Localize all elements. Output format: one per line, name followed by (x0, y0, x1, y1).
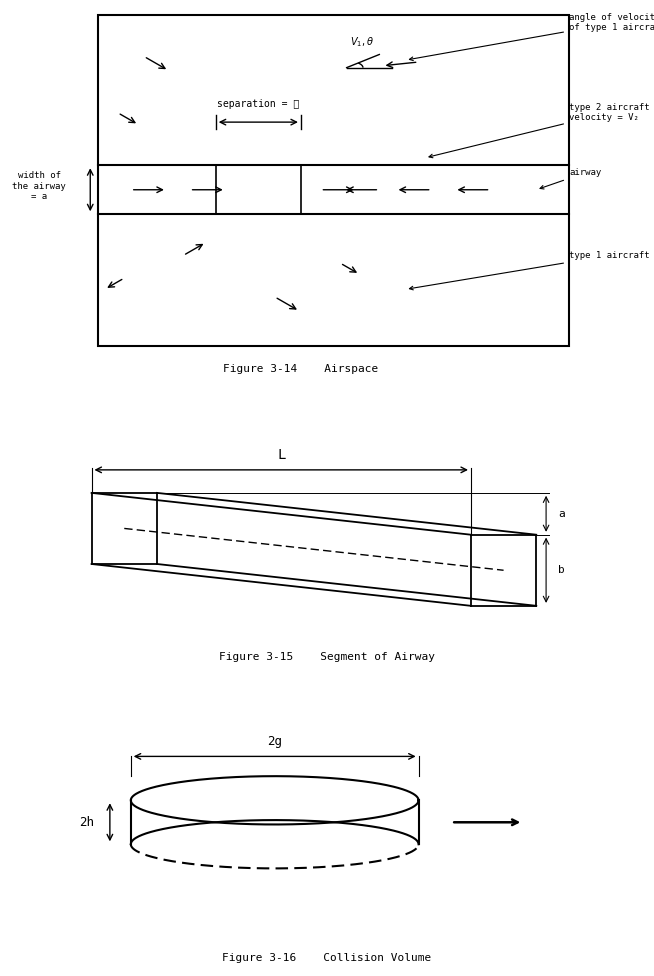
Text: Figure 3-14    Airspace: Figure 3-14 Airspace (223, 364, 379, 374)
Text: 2g: 2g (267, 735, 282, 748)
Text: type 2 aircraft
velocity = V₂: type 2 aircraft velocity = V₂ (429, 103, 649, 158)
Text: a: a (558, 508, 564, 519)
Text: b: b (558, 565, 564, 575)
Text: type 1 aircraft: type 1 aircraft (409, 251, 649, 290)
Text: Figure 3-16    Collision Volume: Figure 3-16 Collision Volume (222, 953, 432, 962)
Text: airway: airway (540, 168, 601, 189)
Text: angle of velocity
of type 1 aircraft: angle of velocity of type 1 aircraft (409, 13, 654, 61)
Text: Figure 3-15    Segment of Airway: Figure 3-15 Segment of Airway (219, 652, 435, 663)
Text: separation = ℓ: separation = ℓ (217, 99, 300, 109)
Text: $V_1,\theta$: $V_1,\theta$ (350, 35, 374, 49)
Text: 2h: 2h (80, 816, 94, 829)
Bar (216, 165, 301, 214)
Bar (98, 15, 569, 346)
Text: width of
the airway
= a: width of the airway = a (12, 171, 66, 201)
Text: L: L (277, 448, 285, 463)
